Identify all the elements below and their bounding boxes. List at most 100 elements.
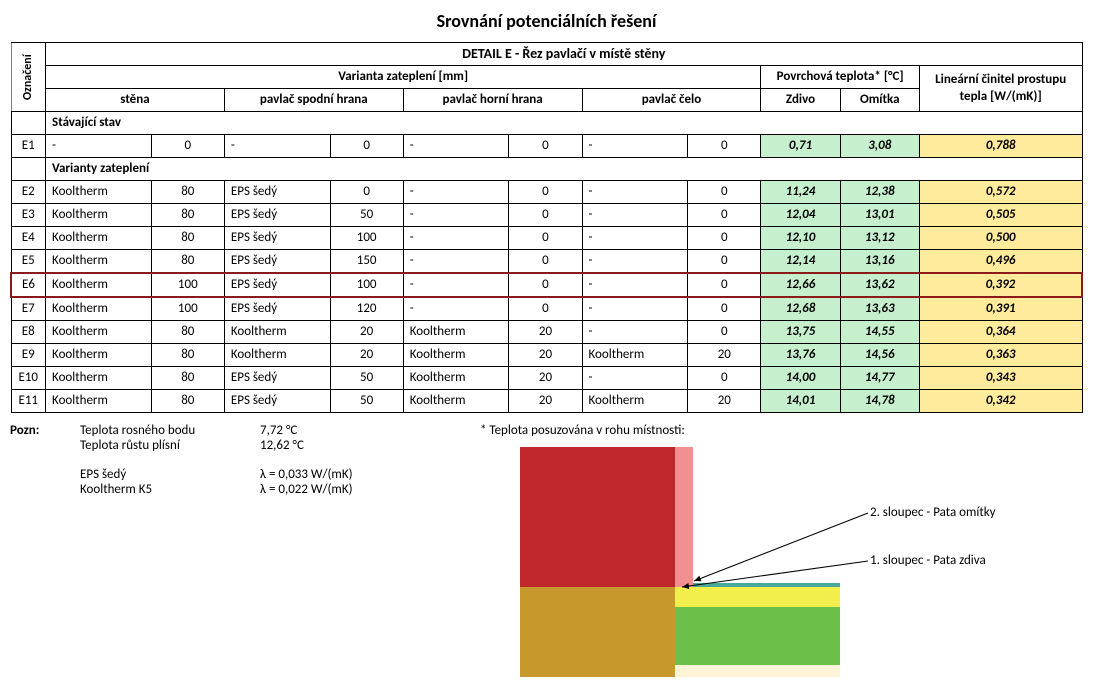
table-cell: 0,505 xyxy=(919,204,1082,227)
table-cell: 0 xyxy=(330,135,403,158)
table-cell: EPS šedý xyxy=(224,273,330,297)
table-cell: Kooltherm xyxy=(403,321,509,344)
table-cell: 14,56 xyxy=(840,344,919,367)
hdr-oznaceni: Označení xyxy=(11,43,46,112)
diagram-block xyxy=(520,587,675,677)
table-cell: Kooltherm xyxy=(582,344,688,367)
table-cell: Kooltherm xyxy=(46,204,152,227)
table-cell: - xyxy=(403,181,509,204)
table-row: E3Kooltherm80EPS šedý50-0-012,0413,010,5… xyxy=(11,204,1082,227)
table-cell: EPS šedý xyxy=(224,367,330,390)
note-kool-val: λ = 0,022 W/(mK) xyxy=(260,482,410,497)
table-cell: 13,01 xyxy=(840,204,919,227)
table-cell: E8 xyxy=(11,321,46,344)
table-cell: 0 xyxy=(509,297,582,321)
table-cell: Kooltherm xyxy=(582,390,688,413)
table-cell: EPS šedý xyxy=(224,390,330,413)
notes-label: Pozn: xyxy=(10,423,80,438)
table-cell: 0 xyxy=(509,204,582,227)
table-cell: 12,38 xyxy=(840,181,919,204)
table-cell: 14,77 xyxy=(840,367,919,390)
note-eps-val: λ = 0,033 W/(mK) xyxy=(260,467,410,482)
table-cell: 100 xyxy=(330,273,403,297)
table-row: E6Kooltherm100EPS šedý100-0-012,6613,620… xyxy=(11,273,1082,297)
table-cell: 13,16 xyxy=(840,250,919,274)
comparison-table: Označení DETAIL E - Řez pavlačí v místě … xyxy=(10,42,1083,413)
table-cell: 0,500 xyxy=(919,227,1082,250)
table-cell: - xyxy=(582,204,688,227)
hdr-varianta: Varianta zateplení [mm] xyxy=(46,66,761,89)
table-cell: 13,75 xyxy=(761,321,840,344)
table-cell: 0 xyxy=(509,135,582,158)
table-cell: 0,788 xyxy=(919,135,1082,158)
hdr-detail: DETAIL E - Řez pavlačí v místě stěny xyxy=(46,43,1082,66)
table-cell: E1 xyxy=(11,135,46,158)
table-cell: 150 xyxy=(330,250,403,274)
table-cell: EPS šedý xyxy=(224,181,330,204)
table-cell: 0 xyxy=(330,181,403,204)
table-cell: - xyxy=(403,297,509,321)
diagram-block xyxy=(520,447,675,587)
diag-label-zdiva: 1. sloupec - Pata zdiva xyxy=(870,553,986,568)
table-cell: EPS šedý xyxy=(224,204,330,227)
hdr-povrch: Povrchová teplota* [°C] xyxy=(761,66,920,89)
hdr-zdivo: Zdivo xyxy=(761,89,840,112)
section-label: Varianty zateplení xyxy=(46,158,1082,181)
table-cell: - xyxy=(403,204,509,227)
table-row: E10Kooltherm80EPS šedý50Kooltherm20-014,… xyxy=(11,367,1082,390)
table-cell: Kooltherm xyxy=(46,344,152,367)
table-cell: 0 xyxy=(509,250,582,274)
table-cell: - xyxy=(582,297,688,321)
table-cell: 0 xyxy=(688,367,761,390)
table-cell: - xyxy=(582,273,688,297)
table-cell: 100 xyxy=(151,273,224,297)
table-cell: 20 xyxy=(688,390,761,413)
table-cell: 80 xyxy=(151,344,224,367)
note-eps: EPS šedý xyxy=(80,467,260,482)
table-row: E11Kooltherm80EPS šedý50Kooltherm20Koolt… xyxy=(11,390,1082,413)
table-cell: E3 xyxy=(11,204,46,227)
note-rosny-val: 7,72 °C xyxy=(260,423,410,438)
table-cell: 80 xyxy=(151,321,224,344)
table-cell: 80 xyxy=(151,250,224,274)
table-cell: 13,76 xyxy=(761,344,840,367)
hdr-celo: pavlač čelo xyxy=(582,89,761,112)
table-cell: 0 xyxy=(509,181,582,204)
table-cell: Kooltherm xyxy=(224,344,330,367)
table-cell: 80 xyxy=(151,227,224,250)
table-cell: 0,363 xyxy=(919,344,1082,367)
table-cell: E9 xyxy=(11,344,46,367)
table-cell: 0,391 xyxy=(919,297,1082,321)
table-cell: 14,78 xyxy=(840,390,919,413)
table-row: E5Kooltherm80EPS šedý150-0-012,1413,160,… xyxy=(11,250,1082,274)
table-cell: Kooltherm xyxy=(46,273,152,297)
table-cell: Kooltherm xyxy=(403,367,509,390)
table-row: E1-0-0-0-00,713,080,788 xyxy=(11,135,1082,158)
note-rosny: Teplota rosného bodu xyxy=(80,423,260,438)
table-cell: Kooltherm xyxy=(224,321,330,344)
page-title: Srovnání potenciálních řešení xyxy=(10,10,1083,32)
table-cell: E4 xyxy=(11,227,46,250)
table-row: E7Kooltherm100EPS šedý120-0-012,6813,630… xyxy=(11,297,1082,321)
diagram-caption: * Teplota posuzována v rohu místnosti: xyxy=(480,423,1080,438)
table-cell: Kooltherm xyxy=(46,227,152,250)
table-cell: 12,10 xyxy=(761,227,840,250)
table-cell: - xyxy=(582,321,688,344)
table-cell: 0 xyxy=(688,273,761,297)
table-cell: E6 xyxy=(11,273,46,297)
table-cell: 14,55 xyxy=(840,321,919,344)
table-cell: Kooltherm xyxy=(403,344,509,367)
table-cell: 13,62 xyxy=(840,273,919,297)
table-cell: - xyxy=(403,227,509,250)
table-cell: 20 xyxy=(688,344,761,367)
table-cell: 80 xyxy=(151,390,224,413)
table-cell: 0 xyxy=(688,250,761,274)
table-cell: EPS šedý xyxy=(224,297,330,321)
table-cell: E10 xyxy=(11,367,46,390)
table-cell: - xyxy=(582,250,688,274)
table-row: E2Kooltherm80EPS šedý0-0-011,2412,380,57… xyxy=(11,181,1082,204)
table-cell: 12,04 xyxy=(761,204,840,227)
table-cell: Kooltherm xyxy=(46,297,152,321)
hdr-horni: pavlač horní hrana xyxy=(403,89,582,112)
diagram-block xyxy=(675,587,840,607)
